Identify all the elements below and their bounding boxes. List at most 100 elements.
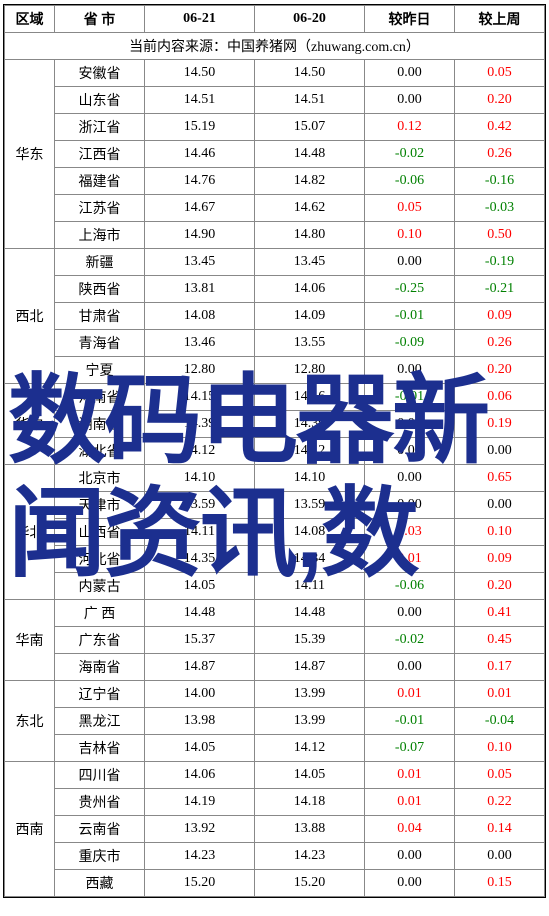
date1-cell: 14.35 — [145, 546, 255, 573]
table-row: 山东省14.5114.510.000.20 — [5, 87, 545, 114]
province-cell: 江西省 — [55, 141, 145, 168]
date1-cell: 14.51 — [145, 87, 255, 114]
vs-yesterday-cell: 0.00 — [365, 87, 455, 114]
date2-cell: 14.11 — [255, 573, 365, 600]
date1-cell: 15.20 — [145, 870, 255, 897]
table-row: 内蒙古14.0514.11-0.060.20 — [5, 573, 545, 600]
vs-yesterday-cell: 0.00 — [365, 249, 455, 276]
vs-lastweek-cell: 0.15 — [455, 870, 545, 897]
province-cell: 河南省 — [55, 384, 145, 411]
vs-yesterday-cell: 0.00 — [365, 60, 455, 87]
vs-lastweek-cell: -0.21 — [455, 276, 545, 303]
province-cell: 江苏省 — [55, 195, 145, 222]
table-row: 天津市13.5913.590.000.00 — [5, 492, 545, 519]
vs-yesterday-cell: 0.00 — [365, 357, 455, 384]
table-row: 华南广 西14.4814.480.000.41 — [5, 600, 545, 627]
price-table: 区域 省 市 06-21 06-20 较昨日 较上周 当前内容来源：中国养猪网（… — [4, 5, 545, 897]
vs-lastweek-cell: 0.26 — [455, 330, 545, 357]
date1-cell: 14.23 — [145, 843, 255, 870]
vs-lastweek-cell: -0.19 — [455, 249, 545, 276]
date1-cell: 13.59 — [145, 492, 255, 519]
vs-lastweek-cell: 0.45 — [455, 627, 545, 654]
table-row: 黑龙江13.9813.99-0.01-0.04 — [5, 708, 545, 735]
table-row: 东北辽宁省14.0013.990.010.01 — [5, 681, 545, 708]
header-date2: 06-20 — [255, 6, 365, 33]
table-row: 广东省15.3715.39-0.020.45 — [5, 627, 545, 654]
vs-lastweek-cell: 0.10 — [455, 519, 545, 546]
region-cell: 华中 — [5, 384, 55, 465]
table-row: 西南四川省14.0614.050.010.05 — [5, 762, 545, 789]
vs-yesterday-cell: 0.00 — [365, 600, 455, 627]
date1-cell: 14.46 — [145, 141, 255, 168]
vs-lastweek-cell: 0.26 — [455, 141, 545, 168]
province-cell: 甘肃省 — [55, 303, 145, 330]
date2-cell: 14.06 — [255, 276, 365, 303]
date2-cell: 14.16 — [255, 384, 365, 411]
vs-lastweek-cell: 0.22 — [455, 789, 545, 816]
province-cell: 黑龙江 — [55, 708, 145, 735]
price-table-container: 区域 省 市 06-21 06-20 较昨日 较上周 当前内容来源：中国养猪网（… — [3, 4, 546, 898]
table-header: 区域 省 市 06-21 06-20 较昨日 较上周 — [5, 6, 545, 33]
date1-cell: 14.50 — [145, 60, 255, 87]
table-row: 江西省14.4614.48-0.020.26 — [5, 141, 545, 168]
province-cell: 浙江省 — [55, 114, 145, 141]
date2-cell: 14.39 — [255, 411, 365, 438]
table-row: 浙江省15.1915.070.120.42 — [5, 114, 545, 141]
province-cell: 西藏 — [55, 870, 145, 897]
date2-cell: 15.20 — [255, 870, 365, 897]
date2-cell: 14.50 — [255, 60, 365, 87]
date2-cell: 14.12 — [255, 735, 365, 762]
vs-lastweek-cell: 0.65 — [455, 465, 545, 492]
vs-lastweek-cell: 0.09 — [455, 303, 545, 330]
province-cell: 天津市 — [55, 492, 145, 519]
vs-lastweek-cell: 0.41 — [455, 600, 545, 627]
vs-lastweek-cell: 0.00 — [455, 843, 545, 870]
vs-yesterday-cell: 0.00 — [365, 465, 455, 492]
date1-cell: 14.00 — [145, 681, 255, 708]
province-cell: 云南省 — [55, 816, 145, 843]
header-vs-yday: 较昨日 — [365, 6, 455, 33]
date2-cell: 14.18 — [255, 789, 365, 816]
vs-yesterday-cell: -0.07 — [365, 735, 455, 762]
province-cell: 广 西 — [55, 600, 145, 627]
vs-yesterday-cell: -0.01 — [365, 384, 455, 411]
date1-cell: 14.06 — [145, 762, 255, 789]
date2-cell: 14.48 — [255, 600, 365, 627]
header-vs-week: 较上周 — [455, 6, 545, 33]
date2-cell: 14.08 — [255, 519, 365, 546]
header-province: 省 市 — [55, 6, 145, 33]
date1-cell: 14.48 — [145, 600, 255, 627]
date2-cell: 12.80 — [255, 357, 365, 384]
vs-yesterday-cell: 0.00 — [365, 843, 455, 870]
vs-yesterday-cell: -0.06 — [365, 573, 455, 600]
date2-cell: 14.80 — [255, 222, 365, 249]
vs-yesterday-cell: 0.00 — [365, 411, 455, 438]
vs-yesterday-cell: -0.02 — [365, 627, 455, 654]
date1-cell: 13.98 — [145, 708, 255, 735]
vs-yesterday-cell: 0.00 — [365, 654, 455, 681]
vs-lastweek-cell: -0.03 — [455, 195, 545, 222]
vs-lastweek-cell: -0.04 — [455, 708, 545, 735]
vs-yesterday-cell: 0.05 — [365, 195, 455, 222]
vs-lastweek-cell: -0.16 — [455, 168, 545, 195]
table-row: 西藏15.2015.200.000.15 — [5, 870, 545, 897]
vs-yesterday-cell: 0.00 — [365, 870, 455, 897]
vs-yesterday-cell: -0.02 — [365, 141, 455, 168]
date2-cell: 14.51 — [255, 87, 365, 114]
date1-cell: 14.67 — [145, 195, 255, 222]
vs-yesterday-cell: -0.06 — [365, 168, 455, 195]
source-text: 当前内容来源：中国养猪网（zhuwang.com.cn） — [5, 33, 545, 60]
province-cell: 宁夏 — [55, 357, 145, 384]
date1-cell: 14.87 — [145, 654, 255, 681]
province-cell: 贵州省 — [55, 789, 145, 816]
date2-cell: 15.07 — [255, 114, 365, 141]
date2-cell: 13.99 — [255, 681, 365, 708]
vs-lastweek-cell: 0.05 — [455, 60, 545, 87]
province-cell: 福建省 — [55, 168, 145, 195]
province-cell: 广东省 — [55, 627, 145, 654]
vs-yesterday-cell: 0.03 — [365, 519, 455, 546]
date1-cell: 14.05 — [145, 735, 255, 762]
vs-lastweek-cell: 0.00 — [455, 438, 545, 465]
table-row: 贵州省14.1914.180.010.22 — [5, 789, 545, 816]
province-cell: 湖北省 — [55, 438, 145, 465]
